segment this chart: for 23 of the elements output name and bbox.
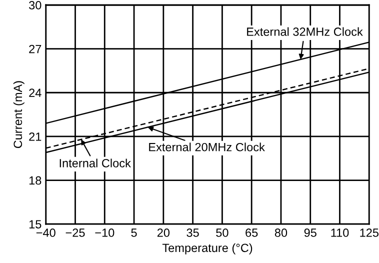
y-axis-title: Current (mA) [13,81,24,148]
x-tick-label: −25 [66,228,85,237]
annotation: External 20MHz Clock [149,142,265,152]
x-tick-label: 20 [157,228,170,237]
y-tick-label: 18 [29,176,42,185]
x-tick-label: 110 [331,228,349,237]
annotation: External 32MHz Clock [247,27,363,36]
x-tick-label: 65 [246,228,258,237]
y-tick-label: 21 [29,132,42,141]
x-tick-label: 35 [186,228,199,237]
x-tick-label: 125 [360,228,378,237]
x-tick-label: 80 [274,228,288,237]
x-tick-label: 50 [216,228,228,237]
y-tick-label: 15 [29,220,42,228]
x-tick-label: 5 [131,228,137,237]
y-tick-label: 24 [29,88,42,97]
x-tick-label: −40 [36,228,56,237]
y-tick-label: 30 [29,1,42,10]
x-axis-title: Temperature (°C) [162,243,252,254]
x-tick-label: 95 [304,228,316,237]
annotation: Internal Clock [60,158,131,168]
x-tick-label: −10 [95,228,114,237]
y-tick-label: 27 [29,44,42,54]
